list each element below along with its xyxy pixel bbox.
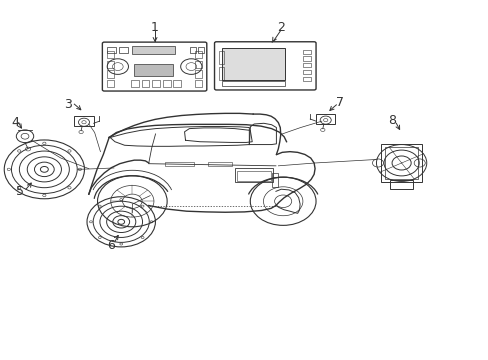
Bar [152, 80, 160, 87]
Bar [271, 173, 278, 187]
Bar [219, 67, 224, 80]
Bar [107, 60, 114, 68]
Bar [303, 50, 310, 54]
Bar [198, 47, 203, 54]
Bar [74, 116, 94, 126]
Text: 4: 4 [11, 116, 19, 129]
Text: 3: 3 [64, 98, 72, 111]
Bar [164, 162, 193, 166]
Bar [107, 71, 114, 77]
Bar [107, 51, 114, 58]
Bar [195, 51, 202, 58]
Text: 8: 8 [387, 114, 396, 127]
Bar [208, 162, 232, 166]
Bar [303, 70, 310, 74]
Bar [119, 47, 127, 54]
Text: 6: 6 [107, 239, 115, 252]
Bar [303, 77, 310, 81]
Bar [303, 63, 310, 67]
Bar [315, 114, 335, 124]
Text: 1: 1 [151, 21, 159, 34]
Bar [141, 80, 149, 87]
Bar [190, 47, 196, 54]
Bar [134, 64, 173, 76]
Bar [195, 60, 202, 68]
Bar [219, 51, 224, 64]
Bar [222, 48, 285, 80]
Bar [131, 80, 138, 87]
Bar [107, 47, 116, 54]
Bar [195, 80, 202, 87]
Bar [222, 81, 285, 86]
Bar [234, 168, 272, 182]
Text: 7: 7 [336, 95, 344, 108]
Bar [132, 46, 175, 54]
Text: 5: 5 [16, 185, 23, 198]
Bar [389, 180, 412, 189]
Bar [173, 80, 181, 87]
Bar [236, 171, 270, 181]
Bar [163, 80, 170, 87]
Bar [195, 71, 202, 77]
Text: 2: 2 [276, 21, 284, 34]
Bar [107, 80, 114, 87]
Bar [303, 56, 310, 60]
